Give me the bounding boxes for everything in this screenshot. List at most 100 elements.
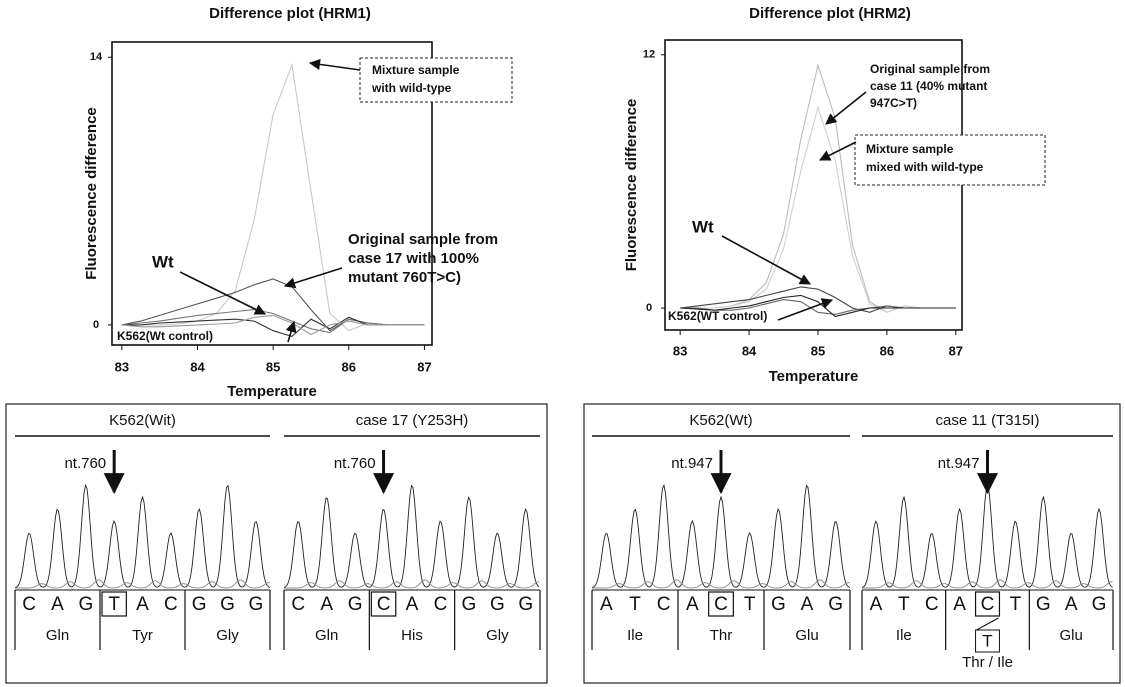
annotation-text: Original sample from bbox=[348, 231, 498, 248]
position-marker: nt.947 bbox=[938, 455, 980, 472]
annotation-text: Wt bbox=[152, 252, 174, 271]
amino-acid: Thr / Ile bbox=[962, 654, 1013, 671]
base-letter: G bbox=[461, 594, 476, 615]
base-letter: A bbox=[1065, 594, 1078, 615]
base-letter: C bbox=[377, 594, 391, 615]
x-tick-label: 86 bbox=[342, 359, 356, 374]
annotation-text: mixed with wild-type bbox=[866, 160, 984, 174]
annotation-text: case 11 (40% mutant bbox=[870, 79, 987, 93]
seq-panel-frame bbox=[6, 404, 547, 683]
base-letter: G bbox=[518, 594, 533, 615]
y-tick-label: 0 bbox=[646, 302, 652, 314]
base-letter: T bbox=[1010, 594, 1022, 615]
chromatogram-trace bbox=[862, 580, 1113, 588]
amino-acid: Glu bbox=[795, 627, 818, 644]
base-letter: C bbox=[657, 594, 671, 615]
alt-slash bbox=[977, 618, 999, 630]
alt-base: T bbox=[982, 631, 992, 650]
x-tick-label: 86 bbox=[880, 343, 894, 358]
x-tick-label: 84 bbox=[190, 359, 205, 374]
x-tick-label: 85 bbox=[811, 343, 825, 358]
annotation-text: 947C>T) bbox=[870, 96, 917, 110]
amino-acid: Tyr bbox=[132, 627, 153, 644]
y-axis-label: Fluorescence difference bbox=[623, 99, 640, 272]
annotation-arrow bbox=[288, 322, 294, 342]
chromatogram-trace bbox=[284, 580, 539, 588]
base-letter: A bbox=[870, 594, 883, 615]
base-letter: C bbox=[925, 594, 939, 615]
annotation-arrow bbox=[180, 272, 265, 314]
amino-acid: His bbox=[401, 627, 423, 644]
chromatogram-trace bbox=[15, 580, 270, 588]
amino-acid: Gly bbox=[216, 627, 239, 644]
annotation-arrow bbox=[310, 63, 360, 70]
chromatogram-trace bbox=[284, 486, 539, 588]
chromatogram-trace bbox=[592, 580, 850, 588]
position-marker: nt.760 bbox=[334, 455, 376, 472]
chart-title: Difference plot (HRM2) bbox=[749, 5, 911, 22]
annotation-text: Mixture sample bbox=[866, 142, 954, 156]
annotation-arrow bbox=[722, 236, 810, 284]
series-line bbox=[122, 65, 425, 331]
y-tick-label: 0 bbox=[93, 319, 99, 331]
annotation-text: Wt bbox=[692, 217, 714, 236]
annotation-text: case 17 with 100% bbox=[348, 250, 479, 267]
position-marker: nt.947 bbox=[671, 455, 713, 472]
x-tick-label: 83 bbox=[673, 343, 687, 358]
base-letter: C bbox=[164, 594, 178, 615]
base-letter: T bbox=[108, 594, 120, 615]
x-tick-label: 87 bbox=[949, 343, 963, 358]
x-axis-label: Temperature bbox=[769, 368, 859, 385]
group-title: K562(Wit) bbox=[109, 412, 176, 429]
figure: Difference plot (HRM1) Fluorescence diffe… bbox=[0, 0, 1125, 687]
group-title: case 17 (Y253H) bbox=[356, 412, 469, 429]
chart-title: Difference plot (HRM1) bbox=[209, 5, 371, 22]
x-tick-label: 83 bbox=[115, 359, 129, 374]
annotation-arrow bbox=[778, 300, 832, 320]
base-letter: G bbox=[192, 594, 207, 615]
annotation-text: mutant 760T>C) bbox=[348, 269, 461, 286]
amino-acid: Gly bbox=[486, 627, 509, 644]
x-tick-label: 84 bbox=[742, 343, 757, 358]
amino-acid: Thr bbox=[710, 627, 733, 644]
base-letter: G bbox=[348, 594, 363, 615]
chromatogram-trace bbox=[592, 485, 850, 587]
base-letter: A bbox=[801, 594, 814, 615]
base-letter: G bbox=[248, 594, 263, 615]
chromatogram-trace bbox=[862, 486, 1113, 588]
base-letter: A bbox=[320, 594, 333, 615]
base-letter: G bbox=[771, 594, 786, 615]
base-letter: A bbox=[136, 594, 149, 615]
base-letter: C bbox=[714, 594, 728, 615]
base-letter: T bbox=[744, 594, 756, 615]
x-axis-label: Temperature bbox=[227, 383, 317, 400]
annotation-arrow bbox=[820, 142, 856, 160]
base-letter: G bbox=[1036, 594, 1051, 615]
base-letter: A bbox=[51, 594, 64, 615]
x-tick-label: 87 bbox=[417, 359, 431, 374]
base-letter: A bbox=[953, 594, 966, 615]
base-letter: A bbox=[686, 594, 699, 615]
base-letter: G bbox=[1092, 594, 1107, 615]
base-letter: C bbox=[434, 594, 448, 615]
amino-acid: Glu bbox=[1059, 627, 1082, 644]
amino-acid: Ile bbox=[627, 627, 643, 644]
y-tick-label: 14 bbox=[90, 51, 103, 63]
annotation-text: with wild-type bbox=[371, 81, 452, 95]
position-marker: nt.760 bbox=[64, 455, 106, 472]
base-letter: G bbox=[490, 594, 505, 615]
annotation-text: K562(Wt control) bbox=[117, 329, 213, 343]
y-axis-label: Fluorescence difference bbox=[83, 107, 100, 280]
base-letter: G bbox=[828, 594, 843, 615]
amino-acid: Ile bbox=[896, 627, 912, 644]
seq-panel-frame bbox=[584, 404, 1120, 683]
base-letter: G bbox=[220, 594, 235, 615]
base-letter: C bbox=[981, 594, 995, 615]
base-letter: T bbox=[898, 594, 910, 615]
base-letter: A bbox=[406, 594, 419, 615]
amino-acid: Gln bbox=[46, 627, 69, 644]
base-letter: C bbox=[22, 594, 36, 615]
group-title: K562(Wt) bbox=[689, 412, 752, 429]
x-tick-label: 85 bbox=[266, 359, 280, 374]
amino-acid: Gln bbox=[315, 627, 338, 644]
